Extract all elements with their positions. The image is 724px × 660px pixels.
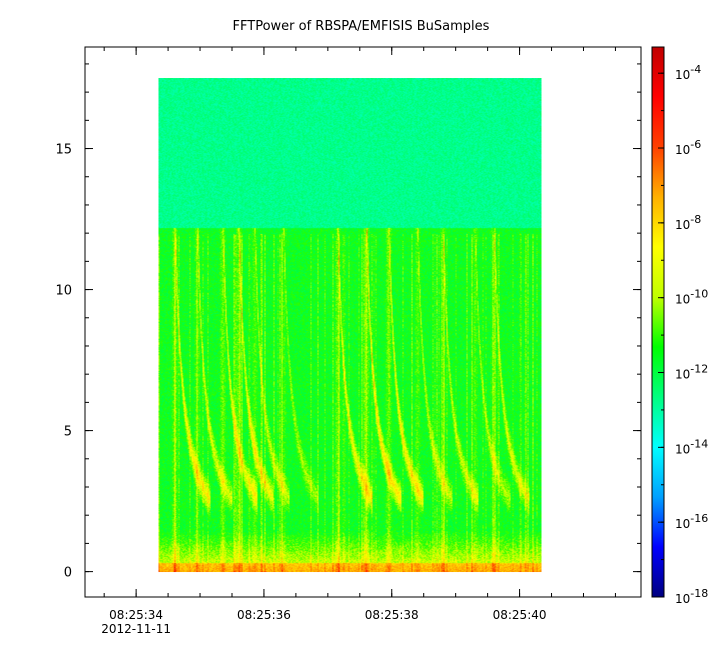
- chart-title: FFTPower of RBSPA/EMFISIS BuSamples: [233, 19, 490, 34]
- colorbar-tick-label: 10-18: [675, 587, 708, 606]
- plot-area: [84, 46, 642, 598]
- colorbar-tick-exponent: -16: [690, 512, 708, 525]
- colorbar-tick-exponent: -4: [690, 63, 701, 76]
- spectrogram-image: [158, 78, 542, 573]
- y-tick-label: 15: [55, 143, 72, 158]
- colorbar-tick-label: 10-4: [675, 63, 701, 82]
- y-axis: 0 5 10 15: [55, 63, 641, 581]
- y-tick-label: 5: [64, 425, 72, 440]
- colorbar-tick-label: 10-14: [675, 437, 708, 456]
- colorbar-tick-exponent: -18: [690, 587, 708, 600]
- plot-frame: [84, 46, 642, 598]
- colorbar-tick-exponent: -10: [690, 288, 708, 301]
- colorbar-tick-exponent: -6: [690, 138, 701, 151]
- colorbar-gradient: [652, 47, 664, 597]
- y-tick-label: 10: [55, 284, 72, 299]
- x-tick-label: 08:25:36: [237, 608, 291, 622]
- colorbar-tick-label: 10-10: [675, 288, 708, 307]
- colorbar-tick-exponent: -14: [690, 437, 708, 450]
- x-tick-label: 08:25:40: [493, 608, 547, 622]
- colorbar-tick-label: 10-6: [675, 138, 701, 157]
- colorbar-tick-exponent: -8: [690, 213, 701, 226]
- colorbar-tick-label: 10-12: [675, 363, 708, 382]
- colorbar-tick-label: 10-16: [675, 512, 708, 531]
- x-tick-date-label: 2012-11-11: [101, 622, 171, 636]
- colorbar-tick-exponent: -12: [690, 363, 708, 376]
- colorbar: 10-18 10-16 10-14 10-12 10-10 10-8 10-6 10-4: [651, 46, 708, 606]
- colorbar-tick-label: 10-8: [675, 213, 701, 232]
- y-tick-label: 0: [64, 566, 72, 581]
- x-tick-label: 08:25:38: [365, 608, 419, 622]
- x-tick-label: 08:25:34: [109, 608, 163, 622]
